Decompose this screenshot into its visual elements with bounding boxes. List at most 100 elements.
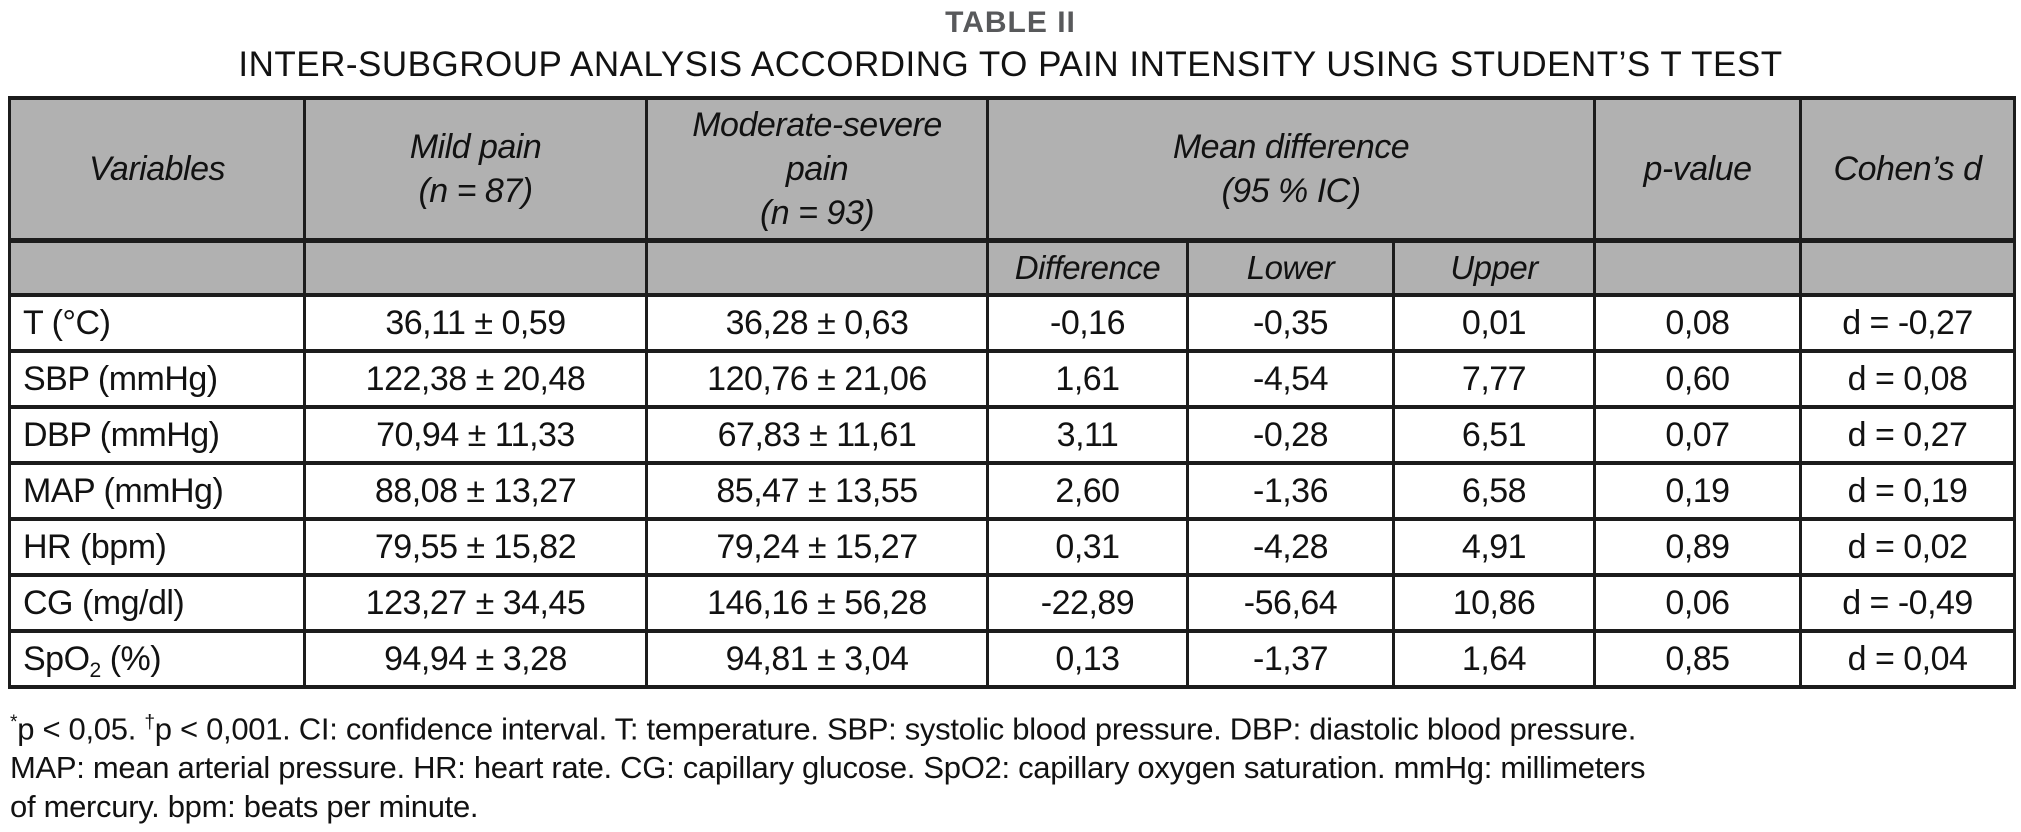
cell-lower: -4,28 — [1186, 517, 1395, 577]
cell-upper: 4,91 — [1391, 517, 1597, 577]
cell-p-value: 0,06 — [1593, 573, 1803, 633]
header-row: Variables Mild pain (n = 87) Moderate-sev… — [8, 96, 2017, 243]
cell-p-value: 0,08 — [1593, 293, 1803, 353]
cell-variable: CG (mg/dl) — [8, 573, 306, 633]
cell-moderate: 36,28 ± 0,63 — [645, 293, 989, 353]
cell-difference: 3,11 — [986, 405, 1189, 465]
footnote-abbrev-1: p < 0,001. CI: confidence interval. T: t… — [154, 711, 1637, 747]
subheader-lower: Lower — [1186, 238, 1395, 297]
cell-variable: HR (bpm) — [8, 517, 306, 577]
cell-cohens-d: d = 0,27 — [1799, 405, 2017, 465]
header-modsev-line1: Moderate-severe — [692, 106, 942, 144]
subheader-spacer-pvalue — [1593, 238, 1803, 297]
cell-difference: 0,13 — [986, 629, 1189, 689]
cell-variable: SpO2 (%) — [8, 629, 306, 689]
subheader-row: Difference Lower Upper — [8, 238, 2017, 297]
subheader-upper: Upper — [1391, 238, 1597, 297]
table-number: TABLE II — [945, 6, 1076, 39]
cell-upper: 6,51 — [1391, 405, 1597, 465]
cell-moderate: 79,24 ± 15,27 — [645, 517, 989, 577]
footnote-line-2: MAP: mean arterial pressure. HR: heart r… — [10, 750, 1646, 786]
table-title: TABLE II INTER-SUBGROUP ANALYSIS ACCORDI… — [0, 0, 2021, 85]
cell-moderate: 67,83 ± 11,61 — [645, 405, 989, 465]
cell-variable: SBP (mmHg) — [8, 349, 306, 409]
cell-difference: -0,16 — [986, 293, 1189, 353]
header-mild-line2: (n = 87) — [418, 172, 533, 210]
cell-p-value: 0,07 — [1593, 405, 1803, 465]
subheader-spacer-mild — [303, 238, 648, 297]
cell-moderate: 146,16 ± 56,28 — [645, 573, 989, 633]
table-row-cg: CG (mg/dl) 123,27 ± 34,45 146,16 ± 56,28… — [8, 573, 2017, 633]
header-mild-pain: Mild pain (n = 87) — [303, 96, 648, 243]
table-caption: INTER-SUBGROUP ANALYSIS ACCORDING TO PAI… — [238, 45, 1783, 84]
cell-mild: 88,08 ± 13,27 — [303, 461, 648, 521]
cell-mild: 36,11 ± 0,59 — [303, 293, 648, 353]
header-mild-line1: Mild pain — [409, 128, 542, 166]
table-row-dbp: DBP (mmHg) 70,94 ± 11,33 67,83 ± 11,61 3… — [8, 405, 2017, 465]
cell-variable: MAP (mmHg) — [8, 461, 306, 521]
cell-mild: 79,55 ± 15,82 — [303, 517, 648, 577]
header-modsev-line2: pain — [785, 150, 849, 188]
cell-upper: 0,01 — [1391, 293, 1597, 353]
dagger-marker: † — [144, 712, 155, 733]
cell-mild: 70,94 ± 11,33 — [303, 405, 648, 465]
header-cohens-d: Cohen’s d — [1799, 96, 2017, 243]
cell-difference: 0,31 — [986, 517, 1189, 577]
cell-moderate: 85,47 ± 13,55 — [645, 461, 989, 521]
cell-upper: 6,58 — [1391, 461, 1597, 521]
footnote-p005: p < 0,05. — [17, 711, 145, 747]
header-p-value: p-value — [1593, 96, 1803, 243]
cell-p-value: 0,60 — [1593, 349, 1803, 409]
cell-difference: 1,61 — [986, 349, 1189, 409]
cell-cohens-d: d = 0,04 — [1799, 629, 2017, 689]
cell-mild: 123,27 ± 34,45 — [303, 573, 648, 633]
cell-difference: -22,89 — [986, 573, 1189, 633]
cell-difference: 2,60 — [986, 461, 1189, 521]
cell-moderate: 120,76 ± 21,06 — [645, 349, 989, 409]
cell-mild: 122,38 ± 20,48 — [303, 349, 648, 409]
header-moderate-severe: Moderate-severe pain (n = 93) — [645, 96, 989, 243]
table-row-sbp: SBP (mmHg) 122,38 ± 20,48 120,76 ± 21,06… — [8, 349, 2017, 409]
results-table: Variables Mild pain (n = 87) Moderate-sev… — [8, 96, 2017, 689]
footnote-line-1: *p < 0,05. †p < 0,001. CI: confidence in… — [10, 703, 2011, 748]
cell-cohens-d: d = 0,02 — [1799, 517, 2017, 577]
spo2-subscript: 2 — [89, 658, 102, 682]
spo2-base: SpO — [23, 639, 90, 678]
cell-cohens-d: d = 0,08 — [1799, 349, 2017, 409]
cell-lower: -0,28 — [1186, 405, 1395, 465]
cell-moderate: 94,81 ± 3,04 — [645, 629, 989, 689]
table-row-hr: HR (bpm) 79,55 ± 15,82 79,24 ± 15,27 0,3… — [8, 517, 2017, 577]
header-variables: Variables — [8, 96, 306, 243]
cell-lower: -1,36 — [1186, 461, 1395, 521]
cell-lower: -0,35 — [1186, 293, 1395, 353]
table-row-temperature: T (°C) 36,11 ± 0,59 36,28 ± 0,63 -0,16 -… — [8, 293, 2017, 353]
cell-upper: 1,64 — [1391, 629, 1597, 689]
cell-lower: -4,54 — [1186, 349, 1395, 409]
cell-lower: -56,64 — [1186, 573, 1395, 633]
cell-p-value: 0,85 — [1593, 629, 1803, 689]
cell-cohens-d: d = 0,19 — [1799, 461, 2017, 521]
subheader-spacer-cohensd — [1799, 238, 2017, 297]
cell-mild: 94,94 ± 3,28 — [303, 629, 648, 689]
cell-p-value: 0,19 — [1593, 461, 1803, 521]
cell-upper: 10,86 — [1391, 573, 1597, 633]
table-footnote: *p < 0,05. †p < 0,001. CI: confidence in… — [10, 703, 2011, 826]
asterisk-marker: * — [10, 712, 18, 733]
subheader-spacer-moderate — [645, 238, 989, 297]
header-meandiff-line1: Mean difference — [1172, 128, 1410, 166]
cell-cohens-d: d = -0,49 — [1799, 573, 2017, 633]
cell-cohens-d: d = -0,27 — [1799, 293, 2017, 353]
header-meandiff-line2: (95 % IC) — [1221, 172, 1361, 210]
header-modsev-line3: (n = 93) — [759, 194, 875, 232]
cell-lower: -1,37 — [1186, 629, 1395, 689]
subheader-spacer-variables — [8, 238, 306, 297]
subheader-difference: Difference — [986, 238, 1189, 297]
table-row-spo2: SpO2 (%) 94,94 ± 3,28 94,81 ± 3,04 0,13 … — [8, 629, 2017, 689]
cell-upper: 7,77 — [1391, 349, 1597, 409]
header-mean-difference: Mean difference (95 % IC) — [985, 96, 1597, 243]
table-row-map: MAP (mmHg) 88,08 ± 13,27 85,47 ± 13,55 2… — [8, 461, 2017, 521]
spo2-unit: (%) — [100, 639, 162, 678]
cell-variable: DBP (mmHg) — [8, 405, 306, 465]
cell-variable: T (°C) — [8, 293, 306, 353]
